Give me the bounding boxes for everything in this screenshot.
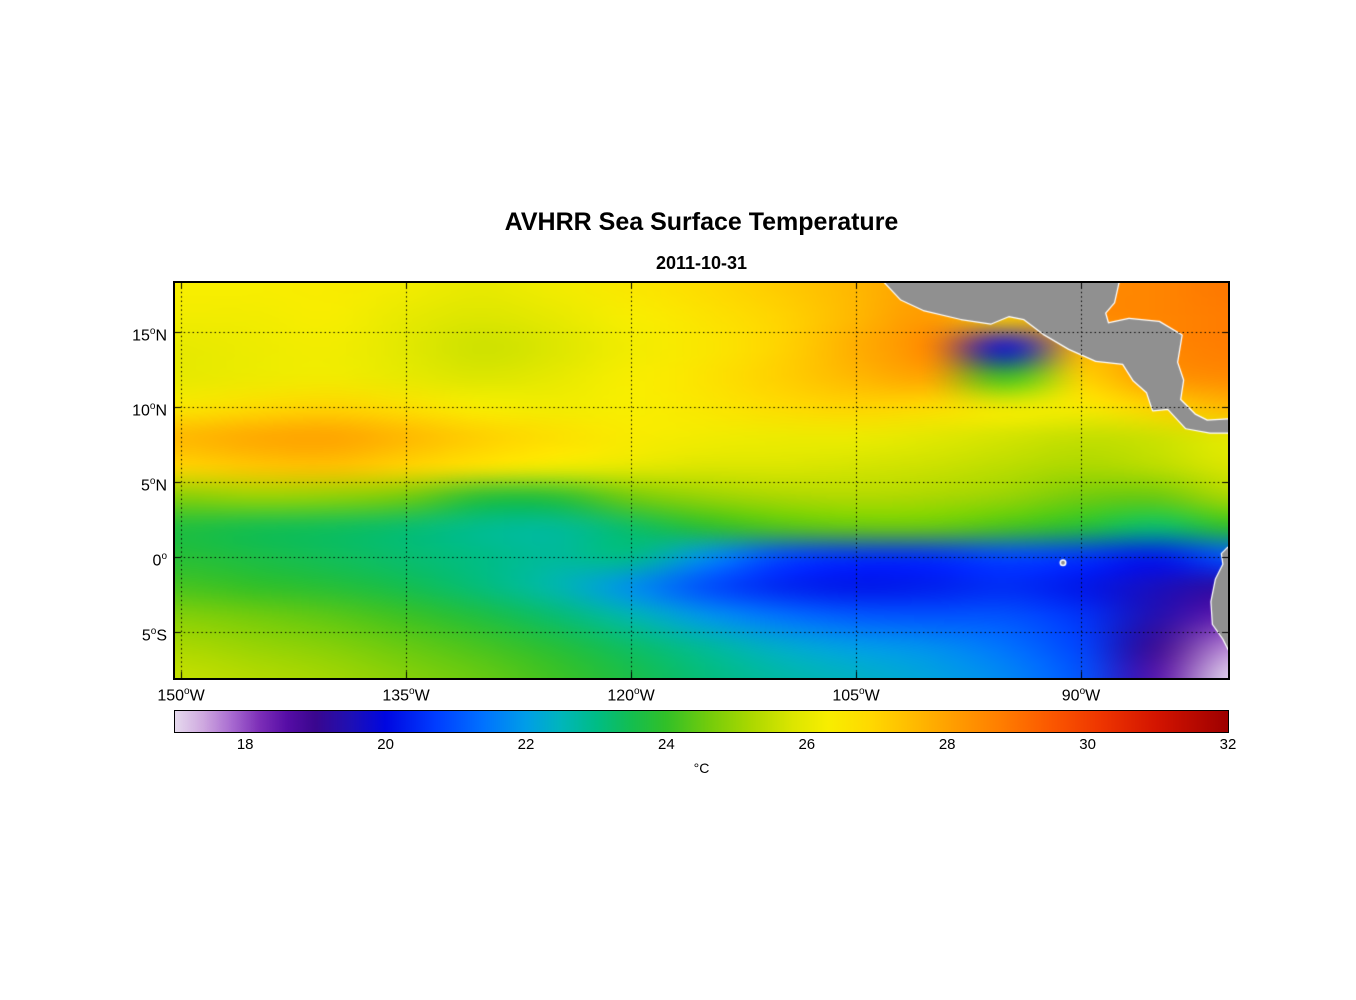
sst-heatmap-canvas <box>175 283 1228 678</box>
colorbar-tick-20: 20 <box>377 736 394 753</box>
x-tick-90W: 90oW <box>1061 686 1101 705</box>
y-tick-5S: 5oS <box>141 625 167 644</box>
y-tick-5N: 5oN <box>140 475 167 495</box>
map-plot-area <box>173 281 1230 680</box>
colorbar-tick-30: 30 <box>1079 736 1096 753</box>
x-tick-120W: 120oW <box>607 686 655 705</box>
colorbar-tick-18: 18 <box>236 736 254 753</box>
colorbar-tick-32: 32 <box>1219 736 1237 753</box>
colorbar-canvas <box>175 711 1228 732</box>
y-tick-0: 0o <box>152 550 167 570</box>
colorbar-tick-28: 28 <box>938 736 956 753</box>
figure-title: AVHRR Sea Surface Temperature <box>504 208 899 236</box>
colorbar-tick-24: 24 <box>658 736 675 753</box>
x-tick-135W: 135oW <box>382 686 430 705</box>
colorbar <box>174 710 1229 733</box>
x-tick-150W: 150oW <box>157 686 205 705</box>
figure-subtitle: 2011-10-31 <box>655 253 748 273</box>
y-tick-15N: 15oN <box>132 326 167 345</box>
x-tick-105W: 105oW <box>832 686 880 705</box>
colorbar-unit-label: °C <box>693 760 710 776</box>
colorbar-tick-26: 26 <box>798 736 816 753</box>
y-tick-10N: 10oN <box>132 401 167 420</box>
colorbar-tick-22: 22 <box>517 736 535 753</box>
